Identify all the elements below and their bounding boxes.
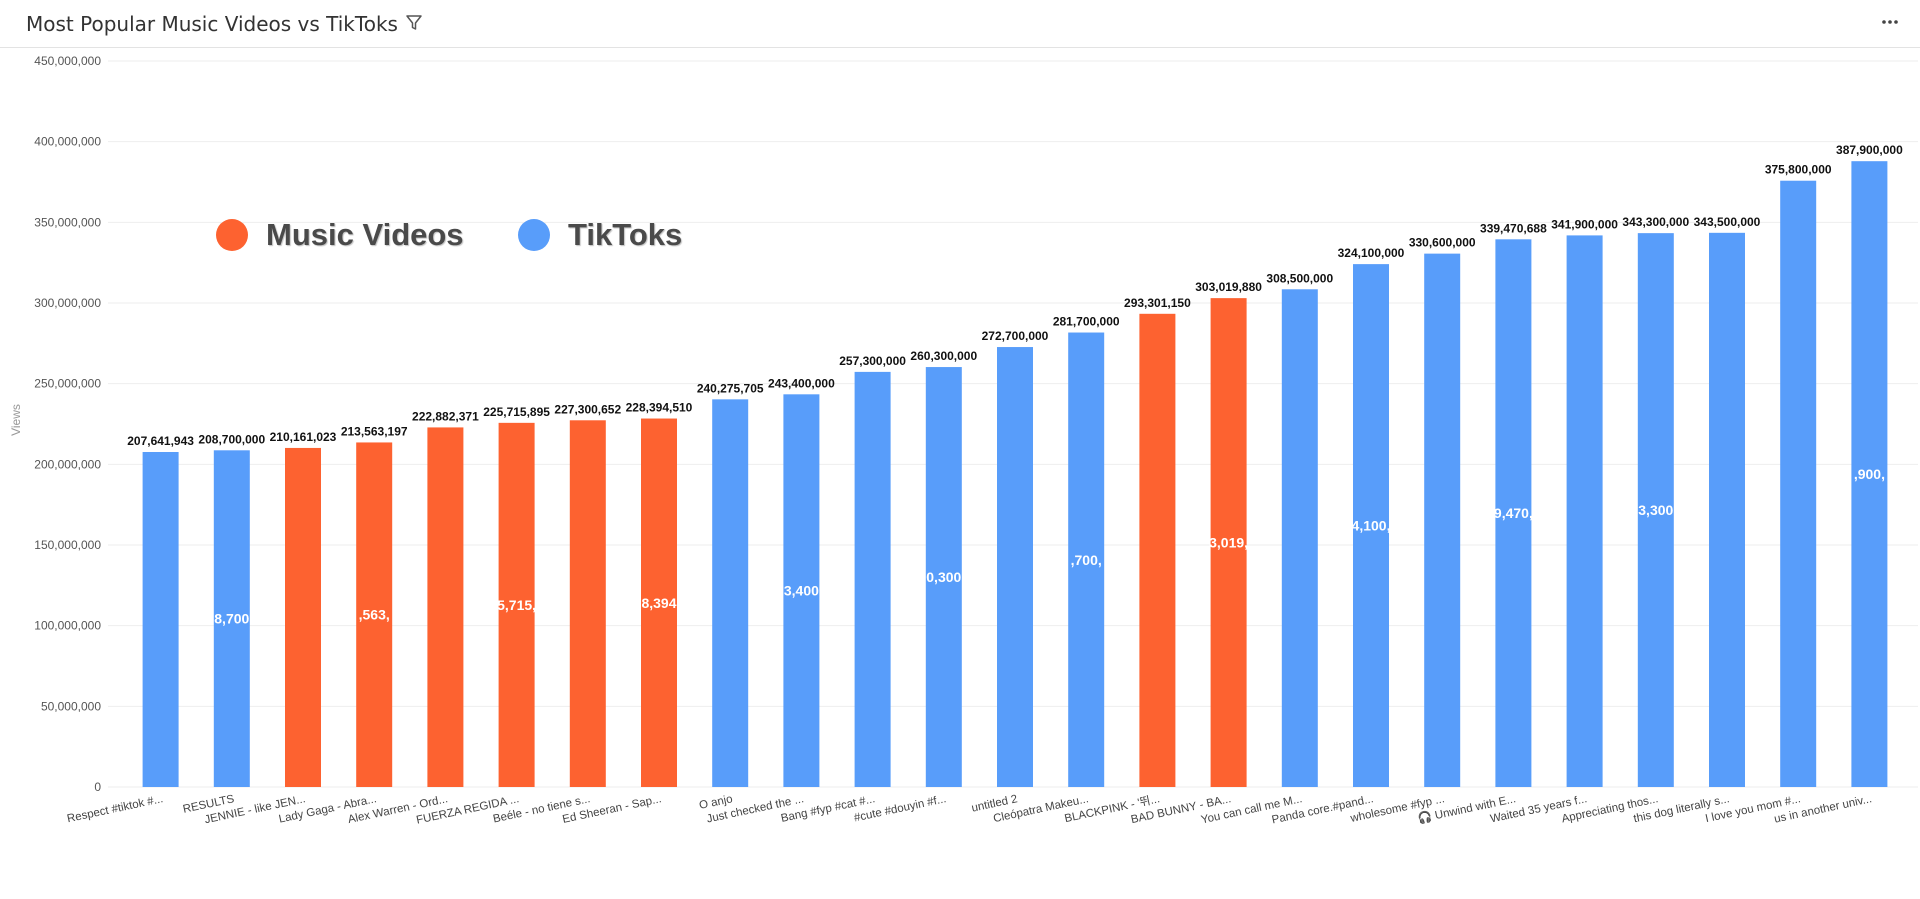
data-label: 240,275,705 [697,381,764,395]
data-label: 343,300,000 [1622,215,1689,229]
data-label: 222,882,371 [412,409,479,423]
bar [712,399,749,787]
data-label: 341,900,000 [1551,217,1618,231]
data-label: 243,400,000 [768,376,835,390]
data-label: 308,500,000 [1266,271,1333,285]
y-tick-label: 100,000,000 [34,619,101,633]
more-horizontal-icon[interactable] [1876,12,1904,32]
bar [1709,232,1745,787]
data-label: 257,300,000 [839,354,906,368]
y-tick-label: 250,000,000 [34,377,101,391]
data-label: 260,300,000 [910,349,977,363]
legend-label-tiktoks: TikToks [568,217,683,252]
y-tick-label: 350,000,000 [34,215,101,229]
data-labels: 207,641,943 208,700,000 210,161,023 213,563… [127,143,1903,448]
inner-bar-label: 8,700 [214,611,249,627]
y-tick-label: 150,000,000 [34,538,101,552]
y-tick-label: 50,000,000 [41,699,101,713]
inner-labels: 8,700 ,563, 5,715, 8,394 3,400 0,300 ,700, 3,01… [214,466,1885,627]
bar [1424,253,1461,787]
inner-bar-label: 9,470, [1494,505,1533,521]
bar [285,447,321,787]
bar [569,420,606,787]
data-label: 387,900,000 [1836,143,1903,157]
data-label: 339,470,688 [1480,221,1547,235]
data-label: 225,715,895 [483,405,550,419]
bar [1139,313,1176,787]
inner-bar-label: 5,715, [497,597,536,613]
bar [1281,289,1318,787]
data-label: 272,700,000 [982,329,1049,343]
data-label: 281,700,000 [1053,315,1120,329]
inner-bar-label: 4,100, [1352,518,1391,534]
y-tick-label: 300,000,000 [34,296,101,310]
bar [213,450,250,787]
chart-title: Most Popular Music Videos vs TikToks [26,12,398,36]
data-label: 303,019,880 [1195,280,1262,294]
bar [427,427,464,787]
data-label: 213,563,197 [341,424,408,438]
y-axis-label: Views [9,404,23,436]
bar-chart: 0 50,000,000 100,000,000 150,000,000 200,000… [9,54,1918,827]
bar [1637,233,1674,787]
inner-bar-label: 3,400 [784,583,819,599]
bar [1210,298,1247,787]
bar [1353,264,1389,787]
bar [1780,180,1817,787]
legend-swatch-music-videos [216,219,248,251]
bar [1851,161,1888,788]
inner-bar-label: 3,019, [1209,535,1248,551]
bar [1566,235,1603,787]
data-label: 210,161,023 [270,430,337,444]
y-tick-label: 400,000,000 [34,135,101,149]
bars [142,161,1888,788]
y-axis-ticks: 0 50,000,000 100,000,000 150,000,000 200,000… [34,54,101,794]
bar [356,442,393,787]
inner-bar-label: 3,300 [1638,502,1673,518]
data-label: 343,500,000 [1694,215,1761,229]
bar [1495,239,1532,787]
inner-bar-label: 8,394 [641,595,676,611]
bar [142,452,179,787]
bar [854,371,891,787]
bar [498,422,535,787]
data-label: 375,800,000 [1765,163,1832,177]
bar [783,394,820,787]
y-tick-label: 200,000,000 [34,457,101,471]
data-label: 208,700,000 [198,432,265,446]
inner-bar-label: ,900, [1854,466,1885,482]
filter-icon[interactable] [405,14,423,32]
bar [925,367,962,787]
bar [997,347,1033,787]
bar [1068,332,1105,787]
data-label: 227,300,652 [554,402,621,416]
inner-bar-label: ,563, [359,607,390,623]
data-label: 228,394,510 [626,401,693,415]
data-label: 293,301,150 [1124,296,1191,310]
y-tick-label: 0 [94,780,101,794]
legend-label-music-videos: Music Videos [266,217,464,252]
data-label: 207,641,943 [127,434,194,448]
data-label: 330,600,000 [1409,236,1476,250]
data-label: 324,100,000 [1338,246,1405,260]
chart-header: Most Popular Music Videos vs TikToks [0,0,1920,48]
x-tick-label: Respect #tiktok #... [66,793,164,825]
legend-swatch-tiktoks [518,219,550,251]
inner-bar-label: ,700, [1071,552,1102,568]
y-tick-label: 450,000,000 [34,54,101,68]
bar [641,418,677,787]
inner-bar-label: 0,300 [926,569,961,585]
